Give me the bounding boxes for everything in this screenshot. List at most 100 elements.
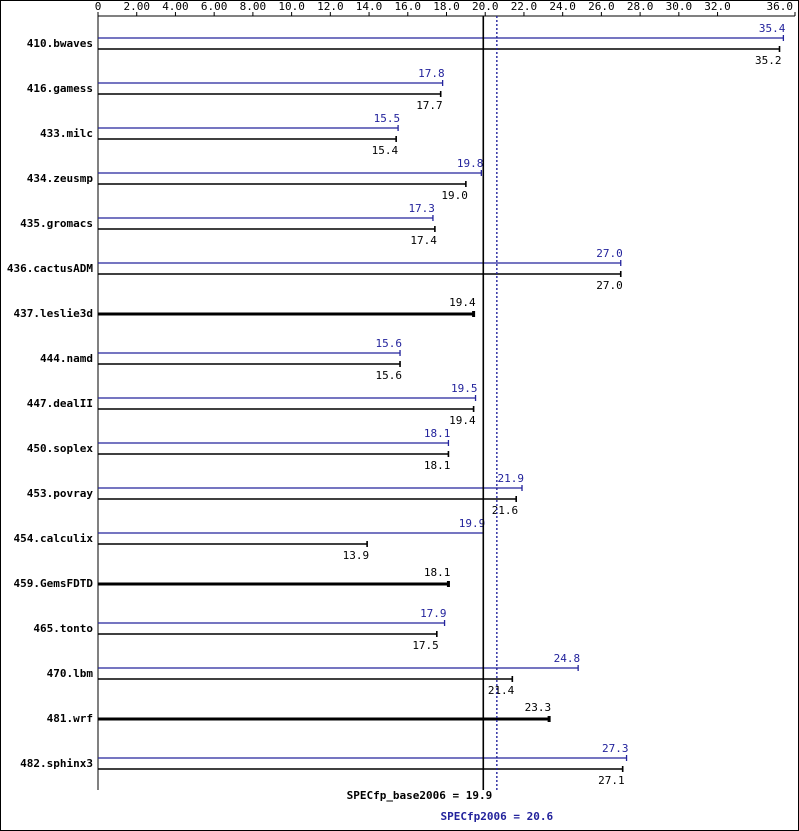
bar: [98, 451, 450, 457]
bar: [98, 311, 476, 317]
value-label: 19.4: [449, 414, 476, 427]
value-label: 21.6: [492, 504, 519, 517]
value-label: 27.0: [596, 279, 623, 292]
value-label: 17.9: [420, 607, 447, 620]
value-label: 17.4: [410, 234, 437, 247]
x-tick-label: 22.0: [511, 0, 538, 13]
category-label: 444.namd: [40, 352, 93, 365]
category-label: 482.sphinx3: [20, 757, 93, 770]
x-tick-label: 28.0: [627, 0, 654, 13]
x-tick-label: 12.0: [317, 0, 344, 13]
bar: [98, 716, 551, 722]
bar: [98, 485, 523, 491]
value-label: 19.8: [457, 157, 484, 170]
value-label: 18.1: [424, 427, 451, 440]
bar: [98, 665, 579, 671]
x-tick-label: 26.0: [588, 0, 615, 13]
value-label: 27.1: [598, 774, 625, 787]
value-label: 21.9: [498, 472, 525, 485]
value-label: 13.9: [343, 549, 370, 562]
x-tick-label: 24.0: [549, 0, 576, 13]
value-label: 27.0: [596, 247, 623, 260]
x-tick-label: 30.0: [666, 0, 693, 13]
x-tick-label: 14.0: [356, 0, 383, 13]
bar: [98, 46, 781, 52]
bar: [98, 260, 622, 266]
x-tick-label: 6.00: [201, 0, 228, 13]
value-label: 17.8: [418, 67, 445, 80]
category-label: 453.povray: [27, 487, 94, 500]
bar: [98, 581, 450, 587]
value-label: 17.5: [412, 639, 439, 652]
bar: [98, 361, 401, 367]
bar: [98, 125, 399, 131]
value-label: 15.4: [372, 144, 399, 157]
value-label: 17.3: [408, 202, 435, 215]
category-label: 481.wrf: [47, 712, 93, 725]
category-label: 433.milc: [40, 127, 93, 140]
value-label: 35.4: [759, 22, 786, 35]
value-label: 27.3: [602, 742, 629, 755]
x-tick-label: 0: [95, 0, 102, 13]
reference-label: SPECfp2006 = 20.6: [441, 810, 554, 823]
x-tick-label: 10.0: [278, 0, 305, 13]
bar: [98, 496, 517, 502]
x-tick-label: 4.00: [162, 0, 189, 13]
bar: [98, 35, 785, 41]
value-label: 19.0: [441, 189, 468, 202]
bar: [98, 181, 467, 187]
value-label: 23.3: [525, 701, 552, 714]
value-label: 18.1: [424, 566, 451, 579]
bar: [98, 170, 482, 176]
category-label: 450.soplex: [27, 442, 94, 455]
bar: [98, 676, 514, 682]
value-label: 19.5: [451, 382, 478, 395]
category-label: 465.tonto: [33, 622, 93, 635]
value-label: 15.6: [376, 369, 403, 382]
value-label: 24.8: [554, 652, 581, 665]
category-label: 437.leslie3d: [14, 307, 93, 320]
bar: [98, 631, 438, 637]
x-tick-label: 36.0: [767, 0, 794, 13]
value-label: 15.6: [376, 337, 403, 350]
category-label: 410.bwaves: [27, 37, 93, 50]
value-label: 17.7: [416, 99, 443, 112]
bar: [98, 91, 442, 97]
bar: [98, 136, 397, 142]
value-label: 21.4: [488, 684, 515, 697]
bar: [98, 620, 446, 626]
x-tick-label: 18.0: [433, 0, 460, 13]
x-tick-label: 2.00: [123, 0, 150, 13]
x-tick-label: 16.0: [395, 0, 422, 13]
bar: [98, 755, 628, 761]
value-label: 19.4: [449, 296, 476, 309]
category-label: 470.lbm: [47, 667, 94, 680]
category-label: 459.GemsFDTD: [14, 577, 94, 590]
value-label: 19.9: [459, 517, 486, 530]
bar: [98, 80, 444, 86]
bar: [98, 440, 450, 446]
category-label: 416.gamess: [27, 82, 93, 95]
bar: [98, 215, 434, 221]
bar: [98, 271, 622, 277]
bar: [98, 406, 475, 412]
x-tick-label: 20.0: [472, 0, 499, 13]
bar: [98, 541, 368, 547]
bar: [98, 395, 477, 401]
bar: [98, 350, 401, 356]
category-label: 454.calculix: [14, 532, 94, 545]
category-label: 447.dealII: [27, 397, 93, 410]
value-label: 15.5: [374, 112, 401, 125]
value-label: 35.2: [755, 54, 782, 67]
category-label: 436.cactusADM: [7, 262, 93, 275]
bar: [98, 766, 624, 772]
category-label: 434.zeusmp: [27, 172, 94, 185]
category-label: 435.gromacs: [20, 217, 93, 230]
bar: [98, 226, 436, 232]
value-label: 18.1: [424, 459, 451, 472]
x-tick-label: 8.00: [240, 0, 267, 13]
x-tick-label: 32.0: [704, 0, 731, 13]
reference-label: SPECfp_base2006 = 19.9: [347, 789, 493, 802]
